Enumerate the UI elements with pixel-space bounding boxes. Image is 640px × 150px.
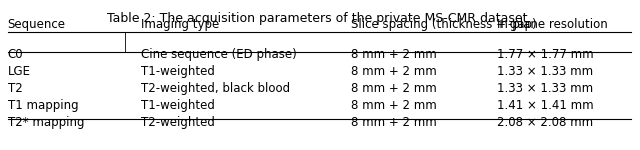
Text: 1.33 × 1.33 mm: 1.33 × 1.33 mm xyxy=(497,82,593,95)
Text: Slice spacing (thickness + gap): Slice spacing (thickness + gap) xyxy=(351,18,536,31)
Text: T1-weighted: T1-weighted xyxy=(141,99,215,112)
Text: Table 2: The acquisition parameters of the private MS-CMR dataset.: Table 2: The acquisition parameters of t… xyxy=(107,12,531,25)
Text: T2* mapping: T2* mapping xyxy=(8,116,84,129)
Text: 1.41 × 1.41 mm: 1.41 × 1.41 mm xyxy=(497,99,594,112)
Text: C0: C0 xyxy=(8,48,24,62)
Text: Imaging type: Imaging type xyxy=(141,18,220,31)
Text: T1 mapping: T1 mapping xyxy=(8,99,78,112)
Text: Sequence: Sequence xyxy=(8,18,66,31)
Text: 8 mm + 2 mm: 8 mm + 2 mm xyxy=(351,65,436,78)
Text: T1-weighted: T1-weighted xyxy=(141,65,215,78)
Text: Cine sequence (ED phase): Cine sequence (ED phase) xyxy=(141,48,297,62)
Text: 8 mm + 2 mm: 8 mm + 2 mm xyxy=(351,99,436,112)
Text: 1.33 × 1.33 mm: 1.33 × 1.33 mm xyxy=(497,65,593,78)
Text: 8 mm + 2 mm: 8 mm + 2 mm xyxy=(351,116,436,129)
Text: LGE: LGE xyxy=(8,65,31,78)
Text: 8 mm + 2 mm: 8 mm + 2 mm xyxy=(351,82,436,95)
Text: In-plane resolution: In-plane resolution xyxy=(497,18,608,31)
Text: T2: T2 xyxy=(8,82,22,95)
Text: 8 mm + 2 mm: 8 mm + 2 mm xyxy=(351,48,436,62)
Text: T2-weighted, black blood: T2-weighted, black blood xyxy=(141,82,291,95)
Text: 2.08 × 2.08 mm: 2.08 × 2.08 mm xyxy=(497,116,593,129)
Text: 1.77 × 1.77 mm: 1.77 × 1.77 mm xyxy=(497,48,594,62)
Text: T2-weighted: T2-weighted xyxy=(141,116,215,129)
